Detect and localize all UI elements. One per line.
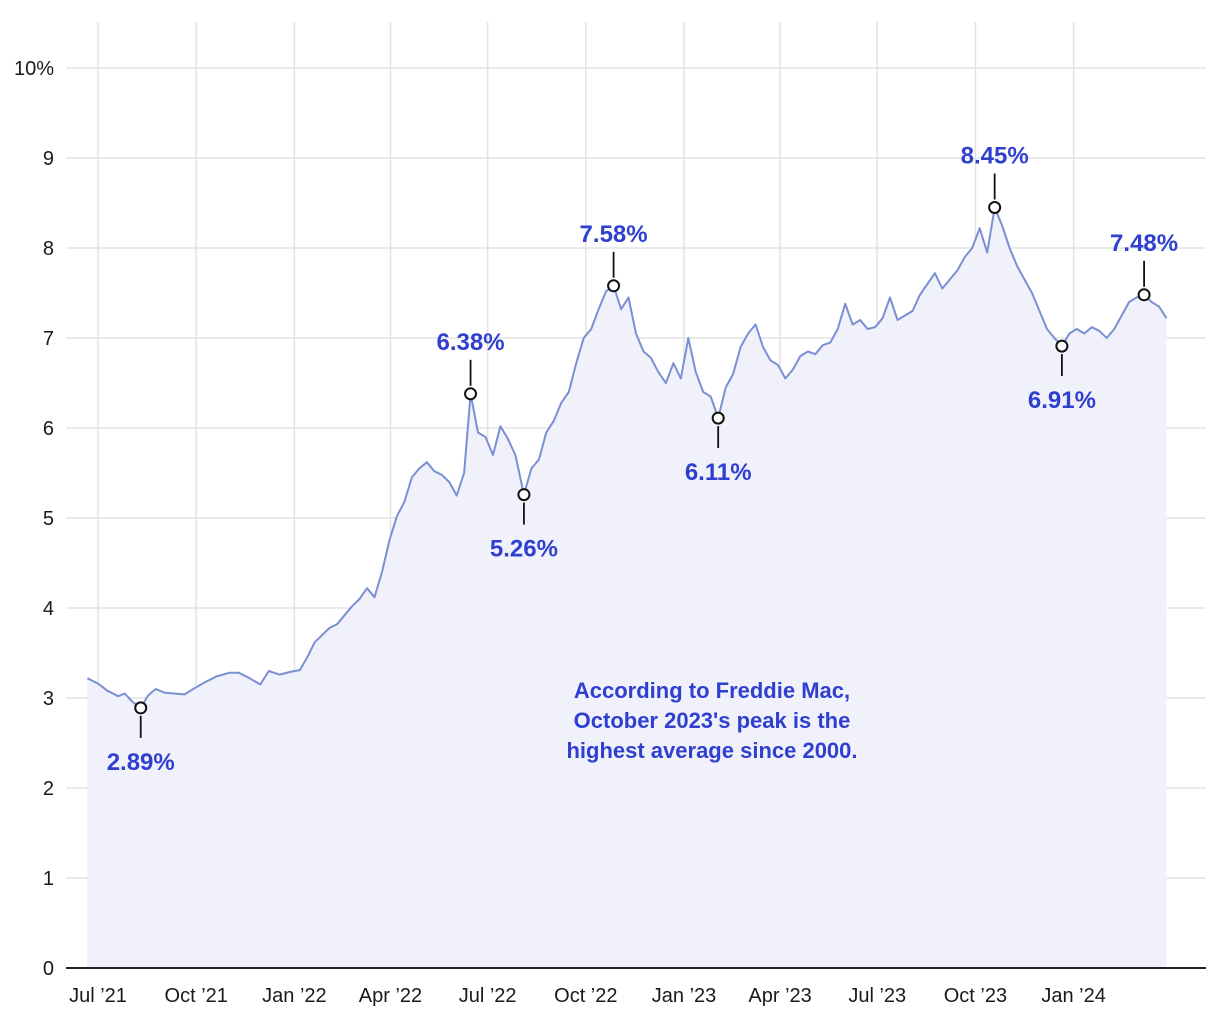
y-tick-label: 8 <box>43 238 54 260</box>
x-tick-label: Oct ’21 <box>165 985 228 1007</box>
x-tick-label: Jan ’22 <box>262 985 327 1007</box>
annotation-label: 6.91% <box>1028 387 1096 414</box>
annotation-label: 2.89% <box>107 749 175 776</box>
y-tick-label: 9 <box>43 148 54 170</box>
annotation-point <box>711 411 725 425</box>
y-tick-label: 2 <box>43 778 54 800</box>
annotation-point <box>134 701 148 715</box>
annotation-label: 6.38% <box>437 329 505 356</box>
annotation-point <box>517 488 531 502</box>
x-tick-label: Jan ’24 <box>1041 985 1106 1007</box>
area-layer <box>86 206 1168 968</box>
annotation-point <box>1137 288 1151 302</box>
annotation-label: 6.11% <box>685 459 752 486</box>
annotation-label: 8.45% <box>961 143 1029 170</box>
y-tick-label: 6 <box>43 418 54 440</box>
area-fill <box>87 207 1167 968</box>
y-tick-label: 5 <box>43 508 54 530</box>
axes: 0 1 2 3 4 5 6 7 8 9 10% Jul ’21 Oct ’21 Jan ’22 Apr ’2… <box>14 58 1206 1007</box>
x-tick-label: Jul ’21 <box>69 985 127 1007</box>
x-tick-label: Oct ’22 <box>554 985 617 1007</box>
x-tick-label: Jan ’23 <box>652 985 717 1007</box>
annotation-point <box>1055 339 1069 353</box>
y-tick-label: 1 <box>43 868 54 890</box>
annotations: 2.89% 6.38% 5.26% 7.58% 6.11% 8.45% 6.91% 7.48% <box>107 143 1178 776</box>
note-line: October 2023's peak is the <box>574 708 851 733</box>
x-tick-label: Oct ’23 <box>944 985 1007 1007</box>
annotation-label: 7.48% <box>1110 230 1178 257</box>
annotation-label: 5.26% <box>490 536 558 563</box>
note-line: According to Freddie Mac, <box>574 678 850 703</box>
note-line: highest average since 2000. <box>566 738 857 763</box>
x-tick-label: Jul ’22 <box>459 985 517 1007</box>
annotation-label: 7.58% <box>580 221 648 248</box>
y-tick-label: 4 <box>43 598 54 620</box>
x-tick-label: Jul ’23 <box>848 985 906 1007</box>
y-tick-label: 3 <box>43 688 54 710</box>
annotation-point <box>988 201 1002 214</box>
x-tick-label: Apr ’22 <box>359 985 422 1007</box>
chart-note: According to Freddie Mac, October 2023's … <box>566 678 857 763</box>
x-tick-label: Apr ’23 <box>748 985 811 1007</box>
annotation-point <box>607 279 621 293</box>
annotation-point <box>464 387 478 401</box>
y-tick-label: 7 <box>43 328 54 350</box>
y-tick-label: 10% <box>14 58 54 80</box>
y-tick-label: 0 <box>43 958 54 980</box>
